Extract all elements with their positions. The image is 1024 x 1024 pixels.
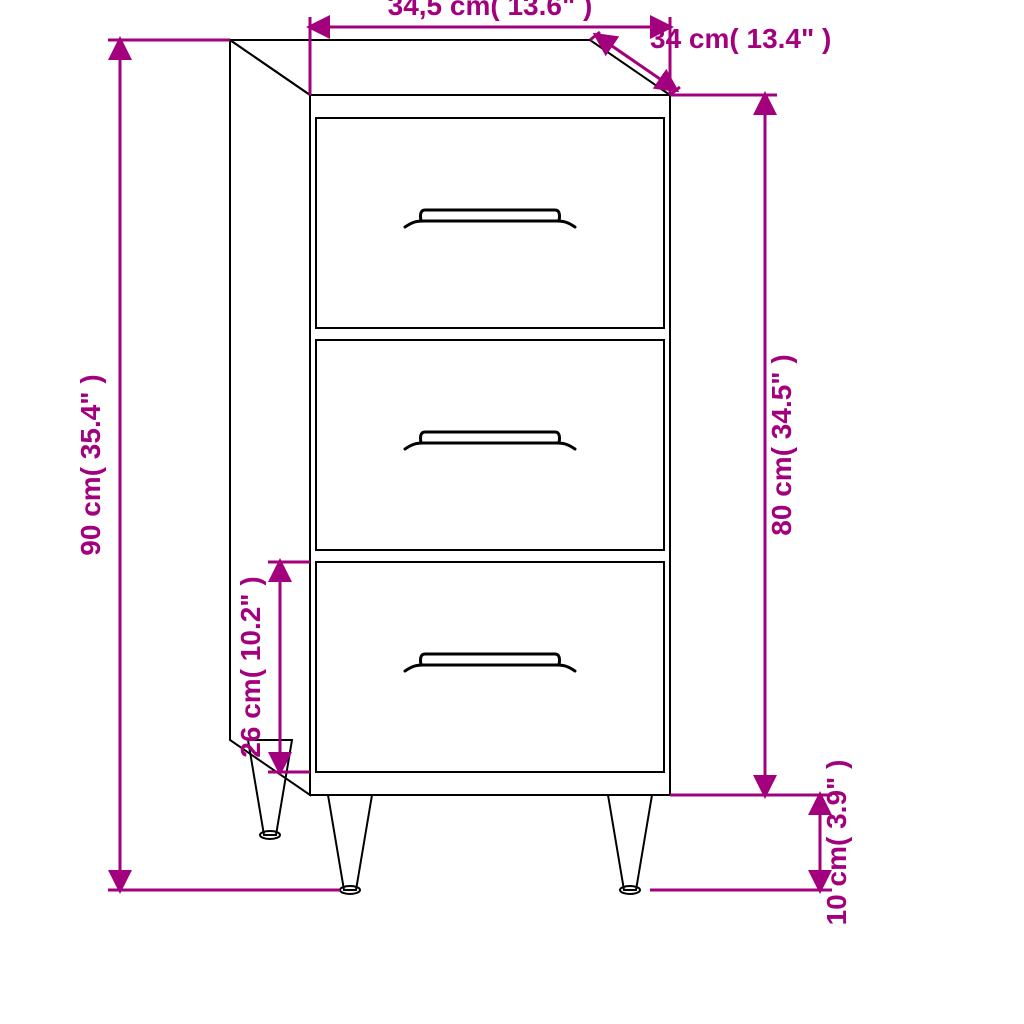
cabinet-leg	[608, 795, 652, 890]
drawer-handle	[405, 210, 575, 227]
drawer-front	[316, 118, 664, 328]
drawer-handle	[405, 654, 575, 671]
dimension-label: 80 cm( 34.5" )	[766, 354, 797, 535]
dimension-annotations: 34,5 cm( 13.6" ) 34 cm( 13.4" ) 90 cm( 35.…	[75, 0, 852, 925]
dimension-label: 34,5 cm( 13.6" )	[388, 0, 593, 21]
dimension-label: 26 cm( 10.2" )	[235, 576, 266, 757]
drawer-front	[316, 562, 664, 772]
dimension-label: 34 cm( 13.4" )	[650, 23, 831, 54]
cabinet-leg	[328, 795, 372, 890]
dimension-label: 10 cm( 3.9" )	[821, 760, 852, 926]
drawer-handle	[405, 432, 575, 449]
cabinet-illustration	[230, 40, 670, 894]
furniture-dimension-diagram: 34,5 cm( 13.6" ) 34 cm( 13.4" ) 90 cm( 35.…	[0, 0, 1024, 1024]
dimension-label: 90 cm( 35.4" )	[75, 374, 106, 555]
drawer-front	[316, 340, 664, 550]
